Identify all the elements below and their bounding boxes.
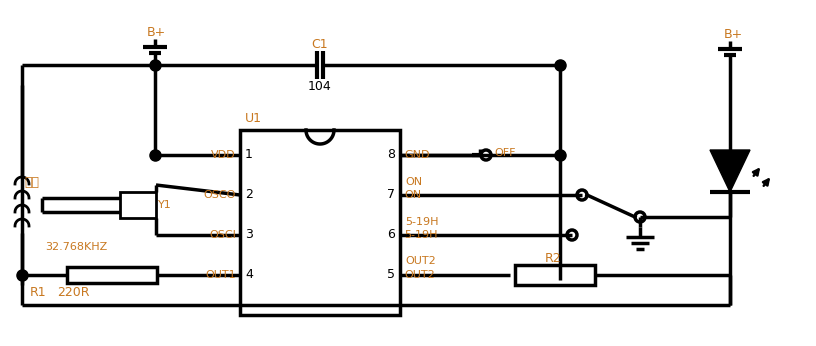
Text: U1: U1 [245, 111, 262, 125]
Bar [240, 130, 400, 315]
Text: ON: ON [404, 190, 421, 200]
Text: OFF: OFF [494, 148, 516, 158]
Text: 220R: 220R [57, 286, 90, 300]
Text: 104: 104 [308, 81, 332, 93]
Text: R2: R2 [545, 253, 561, 265]
Text: R1: R1 [30, 286, 47, 300]
Polygon shape [710, 150, 750, 192]
Text: 32.768KHZ: 32.768KHZ [45, 242, 107, 252]
Text: Y1: Y1 [158, 200, 171, 210]
Text: 5-19H: 5-19H [405, 217, 438, 227]
Text: 7: 7 [387, 189, 395, 201]
Text: OUT1: OUT1 [206, 270, 236, 280]
Bar [67, 267, 157, 283]
Text: GND: GND [404, 150, 429, 160]
Text: 6: 6 [387, 228, 395, 242]
Text: OSCI: OSCI [209, 230, 236, 240]
Text: 5: 5 [387, 268, 395, 282]
Text: VDD: VDD [211, 150, 236, 160]
Text: ON: ON [405, 177, 422, 187]
Bar [515, 265, 595, 285]
Text: OUT2: OUT2 [404, 270, 435, 280]
Text: B+: B+ [724, 28, 743, 42]
Text: 1: 1 [245, 148, 253, 162]
Text: B+: B+ [147, 27, 166, 39]
Text: OUT2: OUT2 [405, 256, 436, 266]
Text: C1: C1 [312, 38, 328, 52]
Text: 5-19H: 5-19H [404, 230, 437, 240]
Text: OSCO: OSCO [204, 190, 236, 200]
Text: 2: 2 [245, 189, 253, 201]
Text: 4: 4 [245, 268, 253, 282]
Bar [120, 192, 156, 218]
Text: 3: 3 [245, 228, 253, 242]
Text: 线圈: 线圈 [24, 176, 39, 190]
Text: 8: 8 [387, 148, 395, 162]
